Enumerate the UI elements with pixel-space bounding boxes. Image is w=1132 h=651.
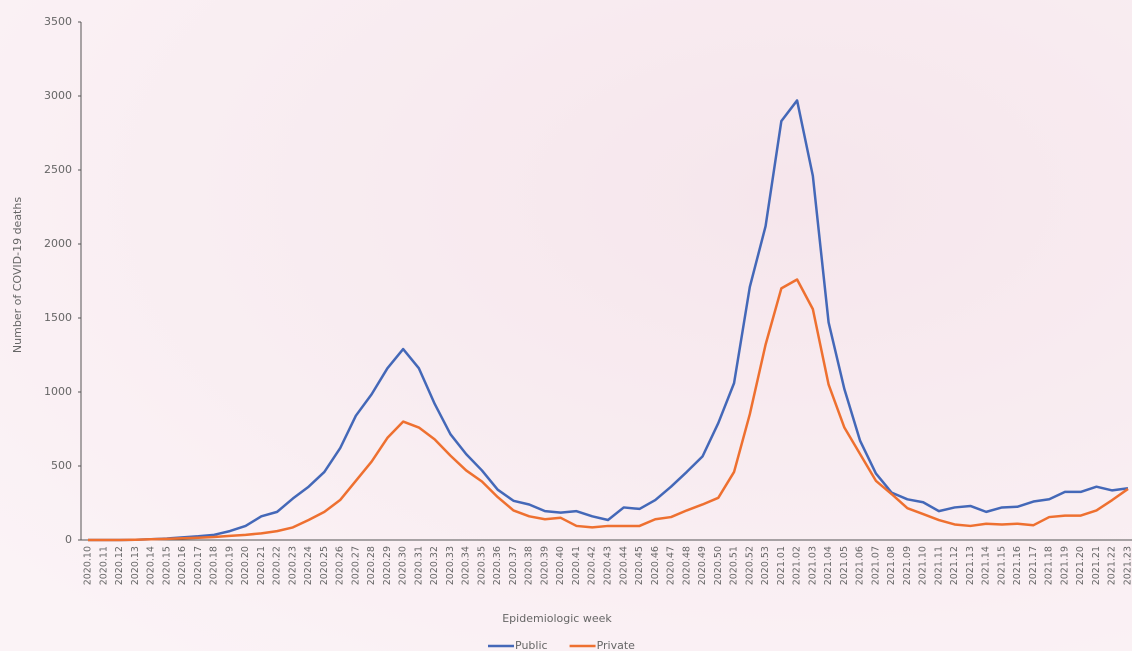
chart: Number of COVID-19 deaths Epidemiologic … (0, 0, 1132, 651)
x-tick-label: 2021.04 (823, 546, 834, 585)
x-tick-label: 2021.19 (1059, 546, 1070, 585)
y-tick-label: 2000 (44, 237, 72, 250)
x-tick-label: 2021.22 (1107, 546, 1118, 585)
x-tick-label: 2020.17 (193, 546, 204, 585)
x-tick-label: 2021.10 (918, 546, 929, 585)
x-tick-label: 2020.45 (634, 546, 645, 585)
x-tick-label: 2021.15 (996, 546, 1007, 585)
x-tick-label: 2020.23 (287, 546, 298, 585)
x-tick-label: 2020.39 (539, 546, 550, 585)
x-tick-label: 2021.23 (1123, 546, 1132, 585)
x-tick-label: 2021.01 (776, 546, 787, 585)
legend-label: Private (597, 639, 636, 651)
x-tick-label: 2021.16 (1012, 546, 1023, 585)
x-tick-label: 2020.37 (508, 546, 519, 585)
y-tick-label: 500 (51, 459, 72, 472)
y-tick-label: 0 (65, 533, 72, 546)
x-axis-title: Epidemiologic week (502, 612, 612, 625)
x-tick-label: 2020.14 (146, 546, 157, 585)
x-tick-label: 2021.12 (949, 546, 960, 585)
x-tick-label: 2020.20 (240, 546, 251, 585)
x-tick-label: 2020.10 (83, 546, 94, 585)
y-tick-label: 1500 (44, 311, 72, 324)
x-tick-label: 2020.26 (335, 546, 346, 585)
x-tick-label: 2020.41 (571, 546, 582, 585)
x-tick-label: 2020.38 (524, 546, 535, 585)
x-tick-label: 2021.18 (1044, 546, 1055, 585)
x-tick-label: 2021.07 (870, 546, 881, 585)
legend-label: Public (515, 639, 548, 651)
x-tick-label: 2020.51 (729, 546, 740, 585)
x-tick-label: 2020.36 (492, 546, 503, 585)
x-tick-label: 2021.05 (839, 546, 850, 585)
x-tick-label: 2020.21 (256, 546, 267, 585)
x-tick-label: 2020.19 (224, 546, 235, 585)
x-tick-label: 2020.40 (555, 546, 566, 585)
x-tick-label: 2020.31 (413, 546, 424, 585)
x-tick-label: 2020.22 (272, 546, 283, 585)
x-tick-label: 2021.20 (1075, 546, 1086, 585)
x-tick-label: 2021.21 (1091, 546, 1102, 585)
x-tick-label: 2020.25 (319, 546, 330, 585)
x-tick-label: 2020.47 (666, 546, 677, 585)
x-tick-label: 2020.15 (161, 546, 172, 585)
x-tick-label: 2021.13 (965, 546, 976, 585)
x-tick-label: 2021.03 (807, 546, 818, 585)
x-tick-label: 2021.08 (886, 546, 897, 585)
x-tick-label: 2020.16 (177, 546, 188, 585)
x-tick-label: 2020.53 (760, 546, 771, 585)
y-axis-title: Number of COVID-19 deaths (11, 197, 24, 353)
x-tick-label: 2020.34 (461, 546, 472, 585)
y-tick-label: 2500 (44, 163, 72, 176)
x-tick-label: 2020.24 (303, 546, 314, 585)
x-tick-label: 2020.13 (130, 546, 141, 585)
x-tick-label: 2020.49 (697, 546, 708, 585)
x-tick-label: 2021.02 (792, 546, 803, 585)
y-tick-label: 3000 (44, 89, 72, 102)
y-tick-label: 3500 (44, 15, 72, 28)
x-tick-label: 2020.46 (650, 546, 661, 585)
x-tick-label: 2020.29 (382, 546, 393, 585)
x-tick-label: 2020.43 (603, 546, 614, 585)
x-tick-label: 2020.35 (476, 546, 487, 585)
x-tick-label: 2020.33 (445, 546, 456, 585)
x-tick-label: 2020.52 (744, 546, 755, 585)
x-tick-label: 2021.06 (855, 546, 866, 585)
x-tick-label: 2021.11 (933, 546, 944, 585)
x-tick-label: 2020.12 (114, 546, 125, 585)
x-tick-label: 2020.50 (713, 546, 724, 585)
x-tick-label: 2021.14 (981, 546, 992, 585)
x-tick-label: 2020.18 (209, 546, 220, 585)
x-tick-label: 2020.48 (681, 546, 692, 585)
y-tick-label: 1000 (44, 385, 72, 398)
x-tick-label: 2020.11 (98, 546, 109, 585)
x-tick-label: 2021.17 (1028, 546, 1039, 585)
x-tick-label: 2020.27 (350, 546, 361, 585)
x-tick-label: 2020.44 (618, 546, 629, 585)
x-tick-label: 2020.32 (429, 546, 440, 585)
x-tick-label: 2020.30 (398, 546, 409, 585)
x-tick-label: 2021.09 (902, 546, 913, 585)
x-tick-label: 2020.42 (587, 546, 598, 585)
x-tick-label: 2020.28 (366, 546, 377, 585)
